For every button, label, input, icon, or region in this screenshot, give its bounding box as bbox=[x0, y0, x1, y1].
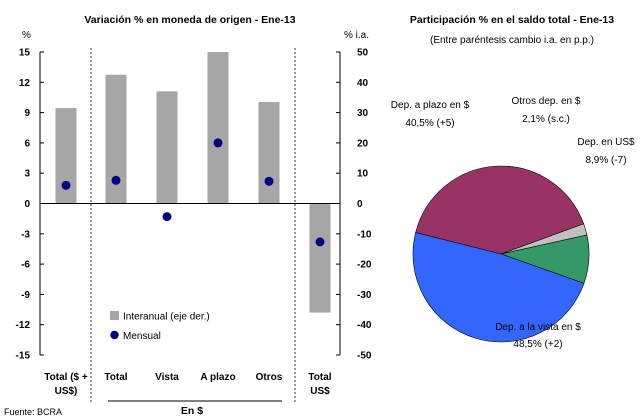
bar bbox=[156, 91, 178, 204]
monthly-marker bbox=[315, 237, 325, 247]
source-note: Fuente: BCRA bbox=[4, 407, 62, 417]
monthly-marker bbox=[162, 212, 172, 222]
right-axis-tick-label: -30 bbox=[357, 290, 372, 301]
left-axis-tick-label: 6 bbox=[24, 138, 30, 149]
left-axis-tick-label: 3 bbox=[24, 169, 30, 180]
left-axis-tick-label: -15 bbox=[16, 351, 31, 362]
left-axis-tick-label: -3 bbox=[21, 229, 30, 240]
pie-plot-area: Dep. a la vista en $ 48,5% (+2) Dep. a pla… bbox=[391, 96, 635, 350]
group-label: En $ bbox=[181, 405, 203, 417]
category-label: A plazo bbox=[200, 372, 235, 383]
pie-slice-value: 48,5% (+2) bbox=[513, 339, 562, 350]
bar bbox=[105, 74, 127, 204]
bar-chart: Variación % en moneda de origen - Ene-13… bbox=[16, 14, 372, 417]
right-axis-tick-label: -20 bbox=[357, 260, 372, 271]
pie-slice-value: 40,5% (+5) bbox=[405, 118, 454, 129]
right-axis-unit: % i.a. bbox=[344, 30, 369, 41]
right-axis-tick-label: 50 bbox=[357, 48, 369, 59]
left-axis-tick-label: -12 bbox=[16, 320, 31, 331]
right-axis-tick-label: -40 bbox=[357, 320, 372, 331]
bar-plot-area: 15129630-3-6-9-12-1550403020100-10-20-30… bbox=[16, 48, 372, 418]
category-label: Total ($ + US$) bbox=[44, 372, 88, 397]
pie-slice-label: Otros dep. en $ bbox=[512, 96, 581, 107]
bar-legend: Interanual (eje der.) Mensual bbox=[110, 311, 210, 342]
pie-chart: Participación % en el saldo total - Ene-… bbox=[391, 14, 635, 350]
monthly-marker bbox=[61, 180, 71, 190]
monthly-marker bbox=[111, 175, 121, 185]
right-axis-tick-label: 10 bbox=[357, 169, 369, 180]
pie-slice-label: Dep. en US$ bbox=[577, 137, 635, 148]
right-axis-tick-label: 30 bbox=[357, 108, 369, 119]
left-axis-tick-label: 12 bbox=[19, 78, 31, 89]
legend-label-marker: Mensual bbox=[123, 331, 161, 342]
bar bbox=[309, 203, 331, 313]
right-axis-tick-label: -10 bbox=[357, 229, 372, 240]
category-label: Otros bbox=[256, 372, 283, 383]
category-label: Total bbox=[104, 372, 127, 383]
bar bbox=[55, 108, 77, 204]
left-axis-tick-label: 0 bbox=[24, 199, 30, 210]
pie-slice-label: Dep. a la vista en $ bbox=[495, 322, 581, 333]
legend-label-bar: Interanual (eje der.) bbox=[123, 312, 210, 323]
left-axis-tick-label: -6 bbox=[21, 260, 30, 271]
bar-chart-title: Variación % en moneda de origen - Ene-13 bbox=[84, 14, 295, 26]
right-axis-tick-label: 40 bbox=[357, 78, 369, 89]
pie-slice-value: 2,1% (s.c.) bbox=[522, 114, 570, 125]
pie-slice-value: 8,9% (-7) bbox=[585, 155, 626, 166]
right-axis-tick-label: 20 bbox=[357, 138, 369, 149]
category-label: Total US$ bbox=[308, 372, 331, 397]
left-axis-tick-label: -9 bbox=[21, 290, 30, 301]
monthly-marker bbox=[264, 176, 274, 186]
pie-slice bbox=[415, 165, 585, 255]
pie-slice-label: Dep. a plazo en $ bbox=[391, 100, 470, 111]
monthly-marker bbox=[213, 138, 223, 148]
left-axis-unit: % bbox=[22, 30, 31, 41]
pie-slice bbox=[412, 232, 585, 343]
right-axis-tick-label: 0 bbox=[357, 199, 363, 210]
bar bbox=[207, 52, 229, 204]
legend-swatch-marker bbox=[110, 330, 119, 340]
category-label: Vista bbox=[155, 372, 179, 383]
right-axis-tick-label: -50 bbox=[357, 351, 372, 362]
legend-swatch-bar bbox=[110, 311, 119, 320]
bar bbox=[258, 101, 280, 204]
pie-chart-subtitle: (Entre paréntesis cambio i.a. en p.p.) bbox=[430, 35, 594, 46]
left-axis-tick-label: 9 bbox=[24, 108, 30, 119]
pie-chart-title: Participación % en el saldo total - Ene-… bbox=[410, 14, 614, 26]
left-axis-tick-label: 15 bbox=[19, 48, 31, 59]
